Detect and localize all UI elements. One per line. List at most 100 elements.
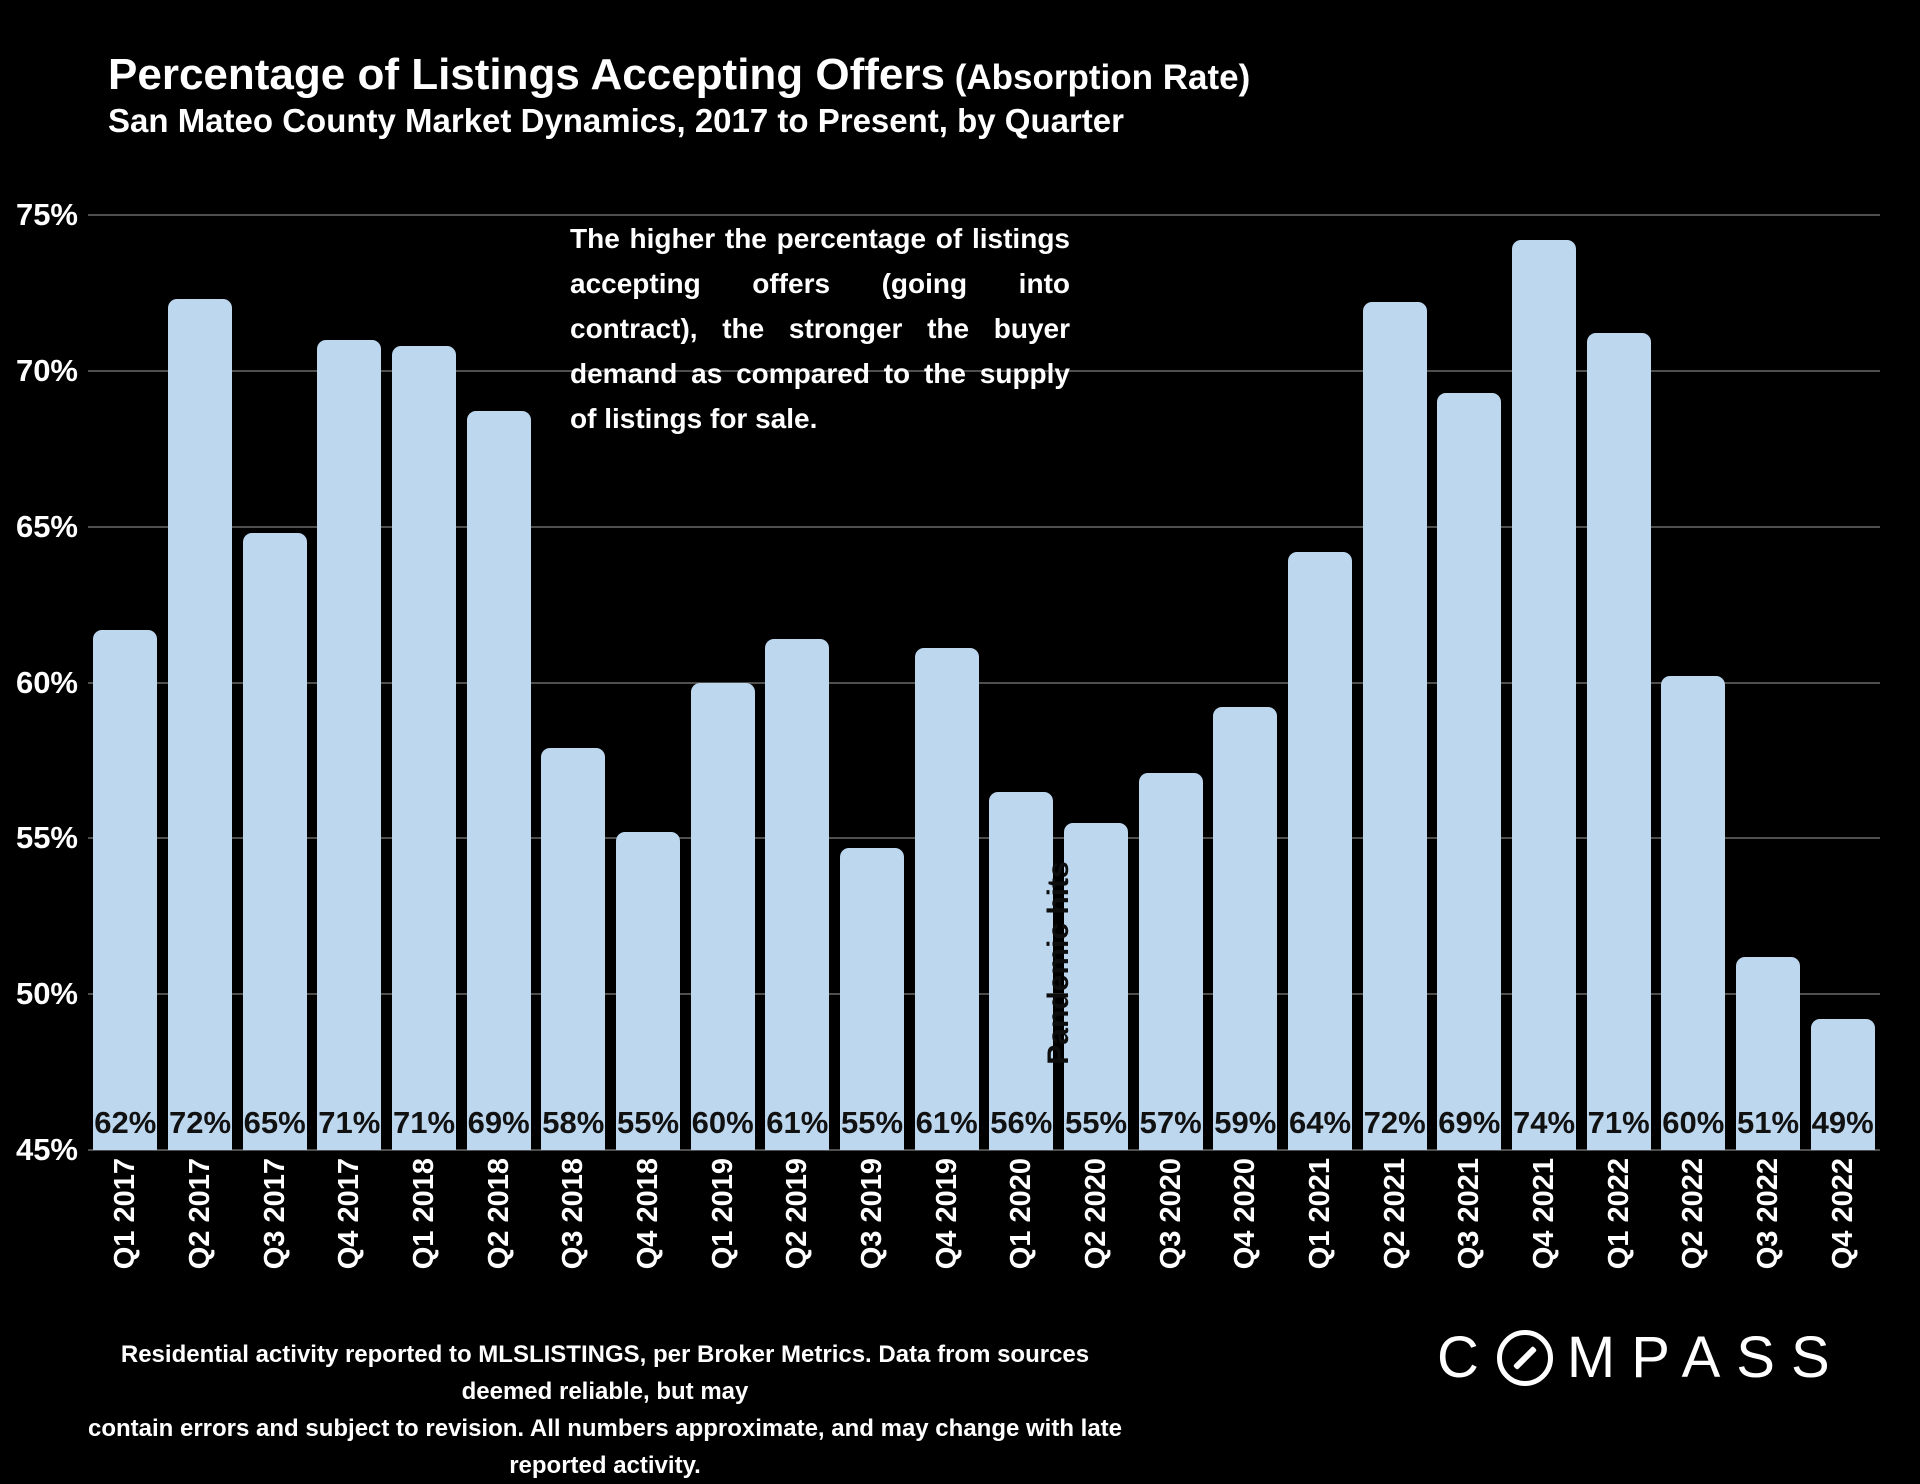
x-tick-label: Q4 2018	[632, 1158, 664, 1270]
compass-logo: C MPASS	[1437, 1326, 1846, 1390]
y-gridline	[88, 1149, 1880, 1151]
bar	[840, 847, 904, 1150]
bar	[466, 411, 531, 1150]
bar-value-label: 64%	[1288, 1105, 1352, 1140]
bar-value-label: 65%	[243, 1105, 306, 1140]
x-tick-label: Q4 2019	[930, 1158, 963, 1270]
compass-needle-icon	[1512, 1345, 1537, 1371]
bar-value-label: 71%	[318, 1105, 381, 1140]
x-tick-label: Q1 2022	[1602, 1158, 1635, 1270]
bar-value-label: 51%	[1736, 1105, 1800, 1140]
y-tick-label: 55%	[15, 820, 78, 856]
y-tick-label: 50%	[15, 976, 78, 1012]
x-tick-label: Q1 2017	[109, 1158, 142, 1270]
bar	[392, 345, 456, 1150]
x-tick-label: Q1 2018	[408, 1158, 440, 1270]
page-title-suffix: (Absorption Rate)	[945, 58, 1251, 97]
bar	[1512, 239, 1576, 1150]
bar	[242, 532, 307, 1150]
x-tick-label: Q2 2018	[482, 1158, 515, 1270]
y-gridline	[88, 837, 1880, 840]
bar	[1736, 956, 1800, 1150]
page-title: Percentage of Listings Accepting Offers …	[108, 50, 1250, 100]
x-tick-label: Q1 2021	[1304, 1158, 1336, 1270]
bar-value-label: 55%	[1064, 1105, 1128, 1140]
x-tick-label: Q2 2020	[1080, 1158, 1112, 1270]
bar-chart: 75% 70% 65% 60% 55% 50% 45% 62% Q1 2017 72% Q2 201…	[15, 197, 1880, 1270]
bar-value-label: 69%	[1438, 1105, 1501, 1140]
bar	[989, 791, 1054, 1150]
bar-value-label: 60%	[1662, 1105, 1725, 1140]
bar-value-label: 61%	[766, 1105, 829, 1140]
x-tick-label: Q4 2020	[1229, 1158, 1262, 1270]
x-tick-label: Q3 2019	[856, 1158, 888, 1270]
compass-slashed-o-icon	[1496, 1330, 1553, 1386]
x-tick-label: Q3 2017	[258, 1158, 291, 1270]
page-title-main: Percentage of Listings Accepting Offers	[108, 50, 945, 99]
bar-value-label: 59%	[1214, 1105, 1277, 1140]
x-tick-label: Q4 2017	[333, 1158, 366, 1270]
y-gridline	[88, 681, 1880, 684]
slide-root: { "header": { "title": "Percentage of Li…	[15, 50, 1880, 1479]
y-tick-label: 45%	[15, 1132, 78, 1167]
bar-value-label: 55%	[840, 1105, 904, 1140]
bar-value-label: 57%	[1139, 1105, 1202, 1140]
bar-value-label: 60%	[691, 1105, 754, 1140]
bar-value-label: 74%	[1512, 1105, 1576, 1140]
bar-value-label: 69%	[467, 1105, 530, 1140]
footer-disclaimer: Residential activity reported to MLSLIST…	[75, 1336, 1135, 1484]
bar	[93, 629, 158, 1150]
footer-line-2: contain errors and subject to revision. …	[87, 1415, 1123, 1479]
x-tick-label: Q2 2021	[1378, 1158, 1411, 1270]
bar	[1661, 676, 1726, 1150]
x-tick-label: Q3 2018	[557, 1158, 590, 1270]
bar-value-label: 58%	[542, 1105, 605, 1140]
y-tick-label: 70%	[15, 352, 78, 388]
bar-value-label: 72%	[1363, 1105, 1426, 1140]
y-gridline	[88, 525, 1880, 528]
y-tick-label: 75%	[15, 197, 78, 232]
bar-value-label: 61%	[915, 1105, 978, 1140]
x-tick-label: Q3 2021	[1453, 1158, 1486, 1270]
y-tick-label: 60%	[15, 664, 78, 700]
bar-value-label: 72%	[168, 1105, 232, 1140]
bar	[1810, 1019, 1875, 1150]
bar-value-label: 55%	[616, 1105, 680, 1140]
bar-value-label: 62%	[94, 1105, 157, 1140]
bar-value-label: 56%	[990, 1105, 1053, 1140]
bar	[1213, 707, 1278, 1150]
bar	[1437, 392, 1502, 1150]
x-tick-label: Q2 2017	[184, 1158, 216, 1270]
y-tick-label: 65%	[15, 508, 78, 544]
bar	[690, 682, 755, 1150]
bar	[616, 832, 680, 1150]
x-tick-label: Q2 2019	[781, 1158, 814, 1270]
bar	[1362, 302, 1427, 1150]
y-gridline	[88, 214, 1880, 216]
bar	[1586, 333, 1651, 1150]
x-tick-label: Q3 2020	[1154, 1158, 1187, 1270]
bar	[317, 339, 382, 1150]
bar-value-label: 49%	[1811, 1105, 1874, 1140]
bar	[1064, 822, 1128, 1150]
bar	[765, 638, 830, 1150]
y-gridline	[88, 369, 1880, 372]
x-tick-label: Q1 2019	[706, 1158, 739, 1270]
footer-line-1: Residential activity reported to MLSLIST…	[120, 1341, 1090, 1405]
bar	[541, 747, 606, 1150]
bar	[1288, 551, 1352, 1150]
bar	[1138, 772, 1203, 1150]
x-tick-label: Q1 2020	[1005, 1158, 1038, 1270]
compass-logo-prefix: C	[1437, 1325, 1495, 1390]
bar	[168, 299, 232, 1150]
annotation-text: The higher the percentage of listings ac…	[570, 223, 1070, 434]
x-tick-label: Q2 2022	[1677, 1158, 1710, 1270]
x-tick-label: Q4 2021	[1528, 1158, 1560, 1270]
x-tick-label: Q4 2022	[1826, 1158, 1859, 1270]
page-subtitle: San Mateo County Market Dynamics, 2017 t…	[108, 102, 1124, 139]
y-gridline	[88, 993, 1880, 996]
bar	[914, 648, 979, 1150]
bar-value-label: 71%	[1587, 1105, 1650, 1140]
bar-value-label: 71%	[392, 1105, 456, 1140]
pandemic-annotation: Pandemic hits	[1041, 861, 1075, 1065]
